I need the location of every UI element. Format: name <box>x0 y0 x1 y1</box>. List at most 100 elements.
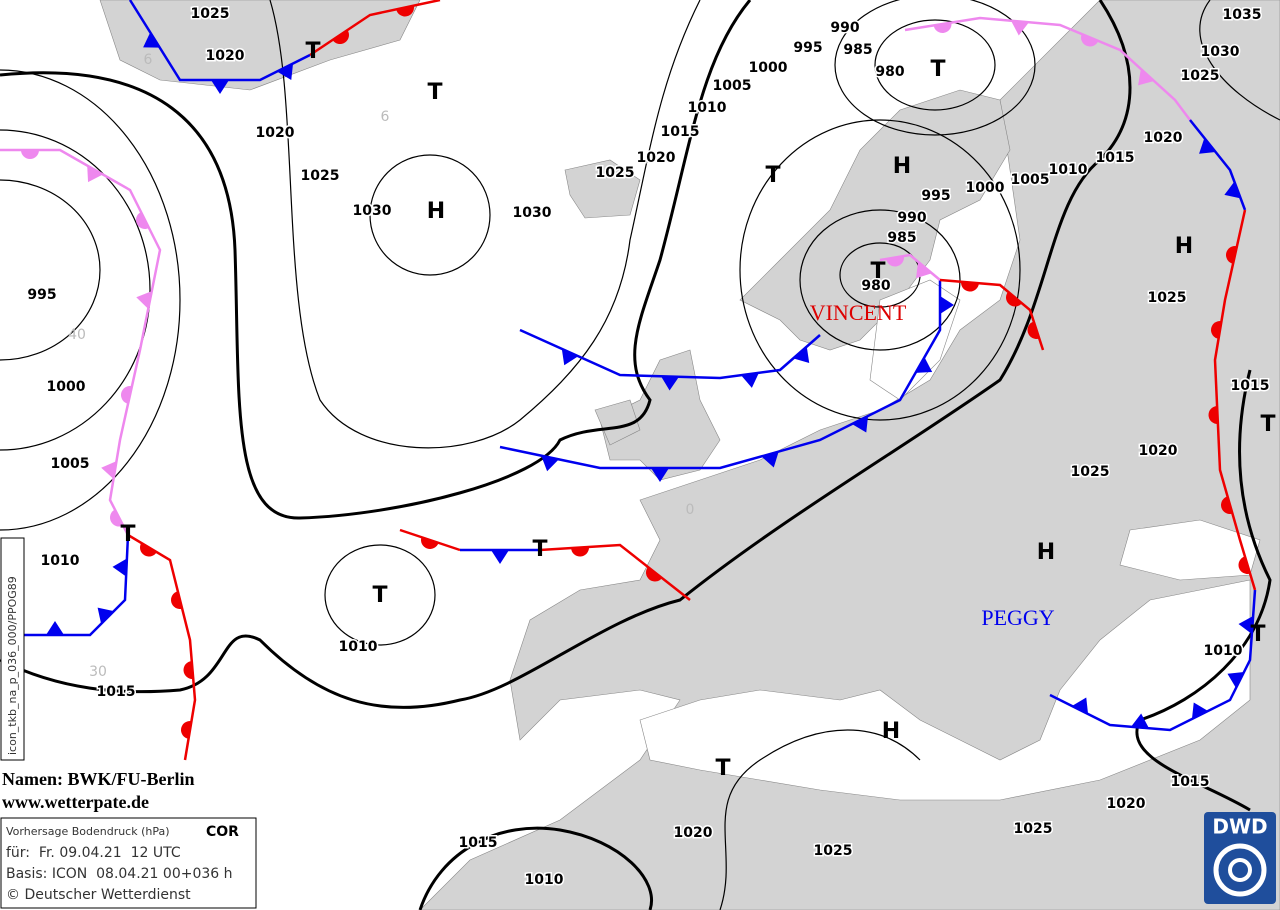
front-symbol <box>171 591 183 609</box>
front-symbol <box>97 607 114 624</box>
isobar-label: 1015 <box>1231 378 1270 394</box>
cold-symbol <box>1131 713 1149 729</box>
isobar-label: 980 <box>861 278 890 294</box>
grid-label: 6 <box>381 109 390 125</box>
isobar-label: 1030 <box>1201 44 1240 60</box>
isobar-label: 990 <box>897 210 926 226</box>
front-symbol <box>332 30 349 44</box>
front-symbol <box>661 376 679 391</box>
isobar-label: 1025 <box>191 6 230 22</box>
grid-label: 6 <box>144 52 153 68</box>
cold-symbol <box>1238 616 1254 634</box>
isobar-label: 1025 <box>596 165 635 181</box>
isobar-label: 1020 <box>1139 443 1178 459</box>
warm-symbol <box>396 5 414 17</box>
front-symbol <box>1081 34 1099 47</box>
warm-symbol <box>110 509 124 527</box>
isobar-label: 1020 <box>674 825 713 841</box>
front-symbol <box>646 566 663 582</box>
info-box <box>0 817 257 909</box>
front-symbol <box>1027 321 1040 339</box>
cold-symbol <box>136 291 152 309</box>
front-symbol <box>1238 616 1254 634</box>
isobar-label: 1020 <box>637 150 676 166</box>
pressure-center: T <box>765 163 780 188</box>
front-symbol <box>1138 68 1155 86</box>
front-symbol <box>87 165 103 183</box>
warm-symbol <box>136 211 150 229</box>
warm-symbol <box>646 566 663 582</box>
credits-names: Namen: BWK/FU-Berlin <box>2 769 194 789</box>
isobar-label: 1010 <box>41 553 80 569</box>
front-line <box>127 533 197 761</box>
front-line <box>519 328 821 380</box>
warm-symbol <box>171 591 183 609</box>
pressure-center: T <box>1260 412 1275 437</box>
front-symbol <box>136 291 152 309</box>
cold-symbol <box>651 468 669 482</box>
isobar-label: 1020 <box>206 48 245 64</box>
isobar-label: 1020 <box>1107 796 1146 812</box>
front-symbol <box>1071 697 1089 715</box>
credits-bg <box>0 768 272 818</box>
front-line <box>539 543 691 601</box>
isobar-label: 1025 <box>814 843 853 859</box>
front-symbol <box>121 386 132 404</box>
front-symbol <box>1227 671 1245 689</box>
front-symbol <box>1221 496 1233 514</box>
front-symbol <box>140 542 157 557</box>
cold-symbol <box>211 80 229 94</box>
pressure-center: H <box>1175 234 1193 259</box>
cold-symbol <box>916 261 932 279</box>
front-symbol <box>396 5 414 17</box>
isobar-label: 1015 <box>459 835 498 851</box>
cold-symbol <box>46 621 64 635</box>
seas <box>639 279 1261 801</box>
cold-symbol <box>1191 702 1209 720</box>
warm-symbol <box>183 661 194 679</box>
front-symbol <box>1226 246 1237 264</box>
front-symbol <box>1011 20 1029 36</box>
cold-symbol <box>491 550 509 564</box>
info-flag: COR <box>206 824 239 840</box>
front-symbol <box>651 468 669 482</box>
front-symbol <box>1006 291 1022 307</box>
isobar-label: 1000 <box>749 60 788 76</box>
cold-symbol <box>112 558 127 577</box>
isobar-label: 1035 <box>1223 7 1262 23</box>
pressure-center: T <box>930 57 945 82</box>
isobar-label: 995 <box>27 287 56 303</box>
pressure-center: H <box>427 199 445 224</box>
warm-symbol <box>332 30 349 44</box>
front-symbol <box>933 22 952 33</box>
front-symbol <box>851 415 869 433</box>
warm-symbol <box>181 721 192 739</box>
warm-symbol <box>933 22 952 33</box>
land <box>99 0 1280 910</box>
warm-symbol <box>886 256 904 267</box>
isobar-label: 1010 <box>339 639 378 655</box>
product-code: icon_tkb_na_p_036_000/PPOG89 <box>6 576 19 755</box>
info-valid: für: Fr. 09.04.21 12 UTC <box>6 845 181 861</box>
isobar-label: 1010 <box>1049 162 1088 178</box>
cold-symbol <box>793 346 810 364</box>
cold-symbol <box>661 376 679 391</box>
code-box <box>0 537 25 761</box>
pressure-center: T <box>870 259 885 284</box>
cold-symbol <box>561 348 579 366</box>
front-line <box>499 280 942 470</box>
cold-symbol <box>1224 181 1241 199</box>
front-symbol <box>211 80 229 94</box>
cold-symbol <box>143 32 160 48</box>
front-symbol <box>793 346 810 364</box>
front-symbol <box>940 296 954 314</box>
grid-label: 30 <box>89 664 107 680</box>
front-symbol <box>1208 406 1218 424</box>
front-symbol <box>571 546 589 557</box>
isobar-label: 1010 <box>688 100 727 116</box>
info-basis: Basis: ICON 08.04.21 00+036 h <box>6 866 233 882</box>
front-symbol <box>181 721 192 739</box>
isobar-label: 1000 <box>47 379 86 395</box>
